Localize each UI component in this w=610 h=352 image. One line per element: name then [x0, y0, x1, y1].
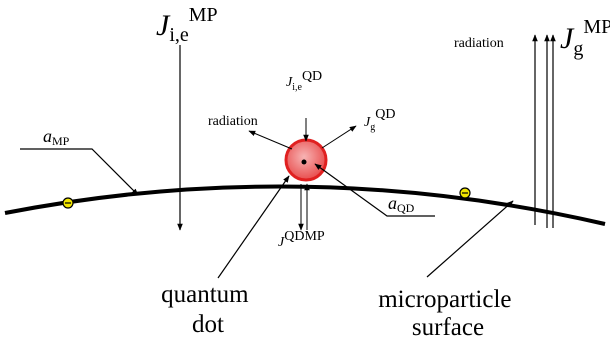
quantum-dot-center-icon: [301, 159, 307, 165]
a-mp-label: aMP: [43, 126, 70, 148]
microparticle-surface-caption: microparticle surface: [378, 286, 518, 341]
electron-right-icon: [459, 187, 471, 199]
quantum-dot-pointer: [217, 175, 290, 279]
microparticle-surface-curve: [4, 184, 606, 226]
a-mp-leader: [20, 148, 139, 196]
a-qd-label: aQD: [388, 193, 415, 215]
quantum-dot-caption: quantum dot: [161, 281, 255, 338]
j-qdmp-label: JQDMP: [278, 229, 325, 250]
a-qd-leader: [314, 163, 435, 217]
quantum-dot-icon: [284, 138, 328, 182]
electron-left-icon: [62, 197, 74, 209]
microparticle-surface-pointer: [426, 200, 514, 278]
j-g-qd-label: JgQD: [364, 107, 395, 133]
radiation-left-label: radiation: [208, 114, 258, 129]
j-ie-qd-label: Ji,eQD: [286, 69, 322, 93]
radiation-right-label: radiation: [454, 36, 504, 51]
j-g-qd-arrow: [321, 125, 357, 149]
j-g-mp-label: JgMP: [560, 16, 610, 60]
j-ie-mp-label: Ji,eMP: [156, 4, 218, 46]
radiation-qd-arrow: [248, 130, 293, 150]
